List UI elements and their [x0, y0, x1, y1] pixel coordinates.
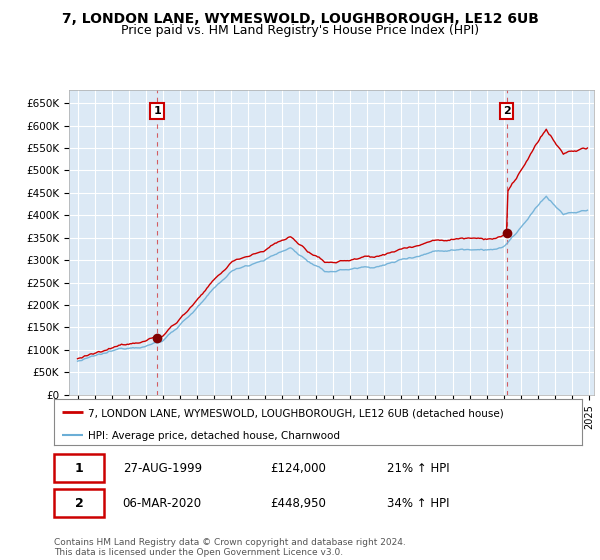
Text: 1: 1 — [153, 106, 161, 116]
Text: 2: 2 — [75, 497, 84, 510]
Text: 06-MAR-2020: 06-MAR-2020 — [122, 497, 202, 510]
Text: 21% ↑ HPI: 21% ↑ HPI — [386, 461, 449, 475]
Text: 7, LONDON LANE, WYMESWOLD, LOUGHBOROUGH, LE12 6UB: 7, LONDON LANE, WYMESWOLD, LOUGHBOROUGH,… — [62, 12, 538, 26]
Text: 27-AUG-1999: 27-AUG-1999 — [122, 461, 202, 475]
FancyBboxPatch shape — [54, 454, 104, 482]
Text: HPI: Average price, detached house, Charnwood: HPI: Average price, detached house, Char… — [88, 431, 340, 441]
Text: 2: 2 — [503, 106, 511, 116]
FancyBboxPatch shape — [54, 489, 104, 517]
Text: 7, LONDON LANE, WYMESWOLD, LOUGHBOROUGH, LE12 6UB (detached house): 7, LONDON LANE, WYMESWOLD, LOUGHBOROUGH,… — [88, 408, 504, 418]
Text: 1: 1 — [75, 461, 84, 475]
Text: 34% ↑ HPI: 34% ↑ HPI — [386, 497, 449, 510]
Text: £124,000: £124,000 — [271, 461, 326, 475]
Text: Contains HM Land Registry data © Crown copyright and database right 2024.
This d: Contains HM Land Registry data © Crown c… — [54, 538, 406, 557]
Text: £448,950: £448,950 — [271, 497, 326, 510]
Text: Price paid vs. HM Land Registry's House Price Index (HPI): Price paid vs. HM Land Registry's House … — [121, 24, 479, 37]
